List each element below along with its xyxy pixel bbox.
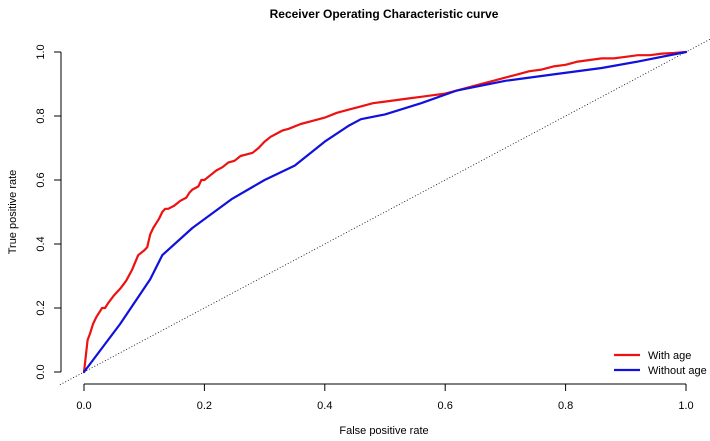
y-tick-label: 0.8 xyxy=(35,108,47,123)
y-tick-label: 0.6 xyxy=(35,172,47,187)
series-line-2 xyxy=(82,50,688,374)
x-tick-label: 0.2 xyxy=(197,400,212,412)
x-tick-label: 0.0 xyxy=(76,400,91,412)
legend-label: With age xyxy=(648,350,691,362)
x-tick-label: 0.4 xyxy=(317,400,332,412)
legend: With age Without age xyxy=(614,350,707,377)
x-axis-label: False positive rate xyxy=(339,425,428,436)
legend-label: Without age xyxy=(648,365,707,377)
y-tick-label: 0.0 xyxy=(35,364,47,379)
series-line-1 xyxy=(82,50,688,374)
x-tick-label: 0.8 xyxy=(558,400,573,412)
chart-title: Receiver Operating Characteristic curve xyxy=(270,7,499,21)
y-axis-label: True positive rate xyxy=(7,170,19,255)
y-tick-label: 1.0 xyxy=(35,44,47,59)
axes: 0.0 0.2 0.4 0.6 0.8 1.0 0.0 0.2 0.4 0.6 0.8 1.0 xyxy=(35,44,694,412)
y-tick-label: 0.2 xyxy=(35,300,47,315)
series-lines xyxy=(82,50,688,374)
reference-line xyxy=(59,38,710,386)
x-tick-label: 0.6 xyxy=(438,400,453,412)
y-tick-label: 0.4 xyxy=(35,236,47,251)
x-tick-label: 1.0 xyxy=(678,400,693,412)
reference-diagonal xyxy=(59,38,710,386)
